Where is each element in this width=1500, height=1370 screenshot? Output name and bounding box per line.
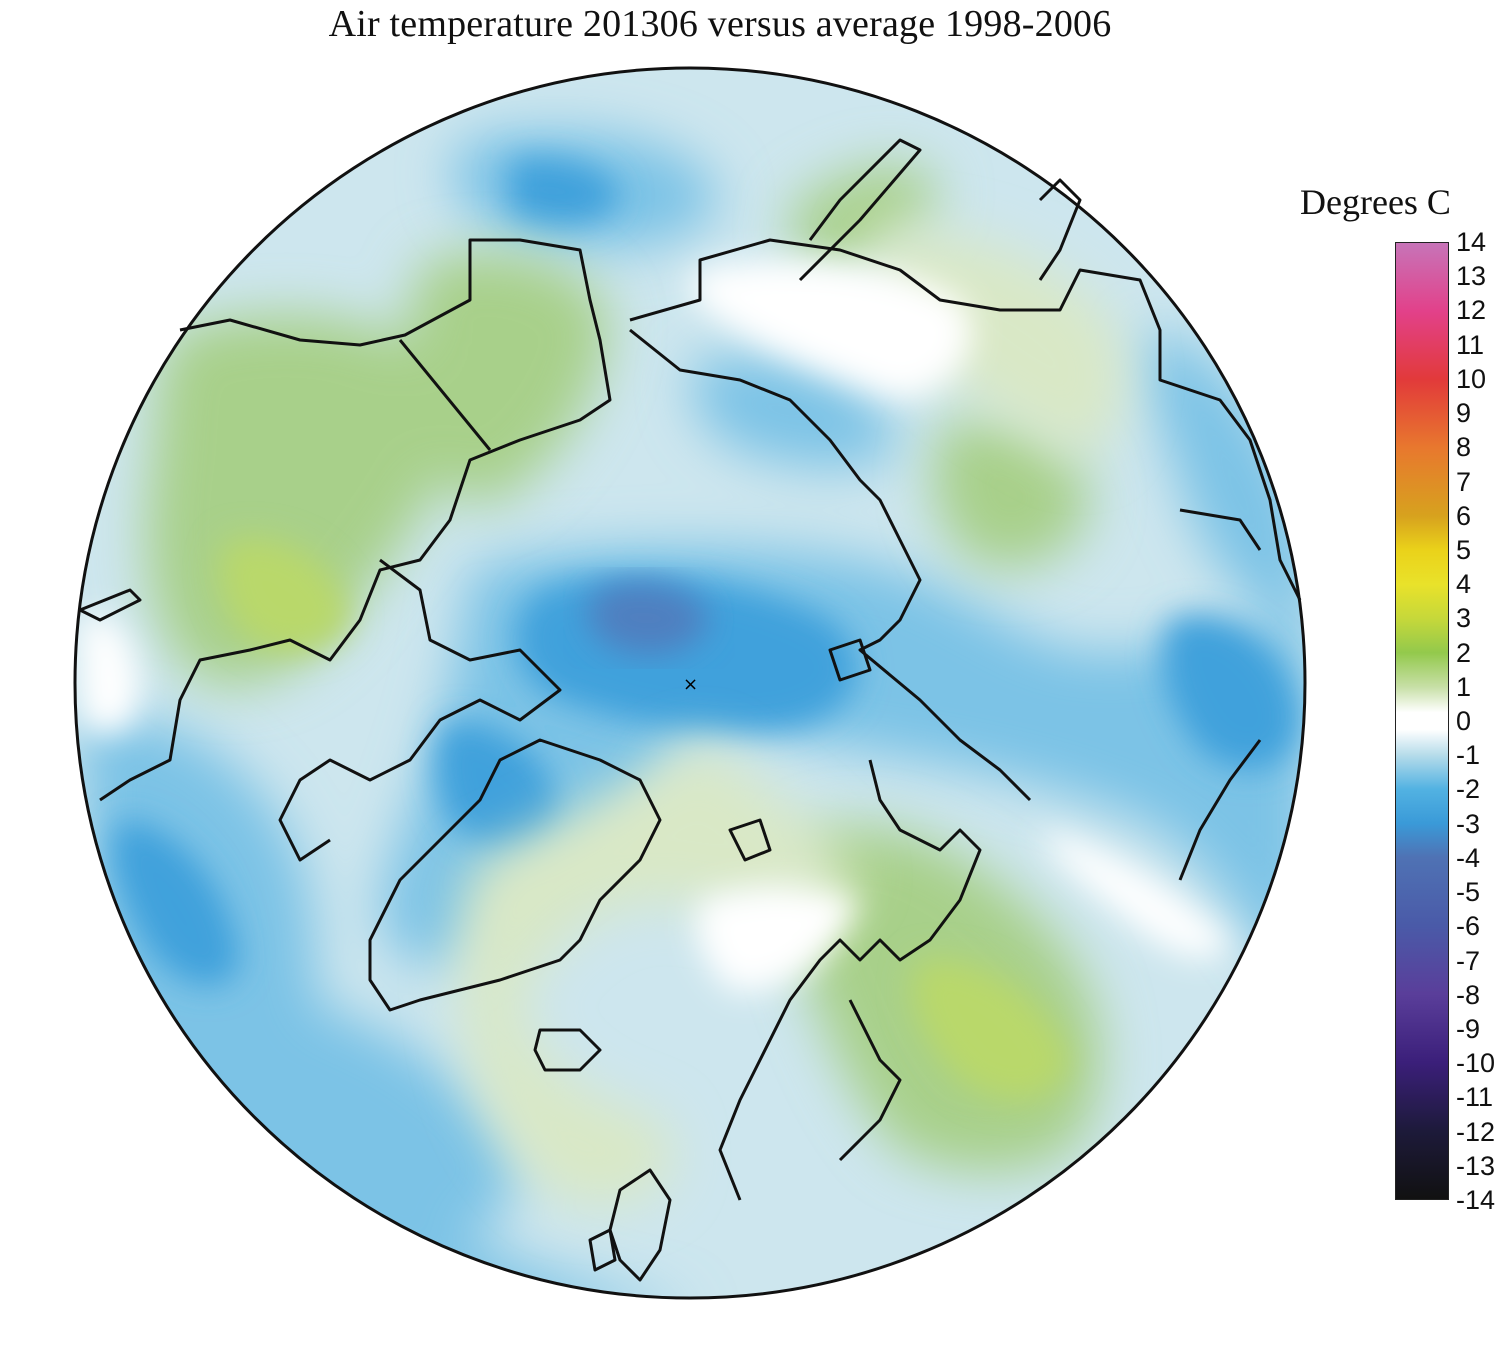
coast-asia-east (629, 238, 1302, 601)
strong-positive-anomaly-region (912, 958, 1070, 1101)
polar-map: × (73, 66, 1307, 1300)
colorbar-tick-label: -9 (1456, 1013, 1481, 1044)
minimum-anomaly-region (587, 581, 710, 655)
strong-negative-anomaly-region (510, 157, 620, 224)
positive-anomaly-region (932, 418, 1090, 568)
colorbar-tick-label: -1 (1456, 740, 1481, 771)
colorbar-tick-label: 11 (1456, 329, 1485, 360)
colorbar-tick-label: -8 (1456, 979, 1481, 1010)
coast-scandinavia (718, 759, 982, 1201)
anomaly-min (587, 581, 710, 655)
colorbar-tick-label: 13 (1456, 261, 1487, 292)
colorbar-tick-label: -5 (1456, 877, 1481, 908)
near-zero-anomaly-region (696, 885, 860, 992)
colorbar-tick-label: 6 (1456, 500, 1472, 531)
kamchatka (798, 138, 922, 282)
colorbar-tick-label: -11 (1456, 1082, 1494, 1113)
canadian-archipelago (278, 558, 562, 862)
strong-negative-anomaly-region (111, 820, 240, 986)
coast-north-america (99, 238, 612, 802)
strong-positive-anomaly-region (219, 538, 350, 652)
north-pole-marker: × (683, 674, 698, 695)
map-svg: × (73, 66, 1307, 1300)
anomaly-zero-bands (80, 260, 1230, 992)
colorbar-tick-label: 8 (1456, 432, 1472, 463)
colorbar-tick-label: -7 (1456, 945, 1481, 976)
colorbar-tick-label: -4 (1456, 842, 1481, 873)
coast-siberia (629, 328, 1032, 802)
new-siberian-islands (828, 638, 872, 682)
near-zero-anomaly-region (80, 614, 140, 734)
anomaly-strong-pos (219, 538, 1070, 1101)
strong-negative-anomaly-region (1161, 614, 1300, 770)
colorbar-tick-label: -14 (1456, 1185, 1496, 1215)
colorbar-tick-label: 9 (1456, 398, 1472, 429)
colorbar-tick-label: 14 (1456, 227, 1487, 257)
coastlines (78, 138, 1302, 1282)
colorbar-tick-label: -3 (1456, 808, 1481, 839)
positive-anomaly-region (789, 164, 940, 272)
aleutian-west (78, 588, 142, 622)
colorbar-tick-label: 3 (1456, 603, 1472, 634)
coast-central-asia (1178, 739, 1262, 881)
colorbar-tick-label: 12 (1456, 295, 1487, 326)
negative-anomaly-region (300, 1000, 520, 1237)
colorbar-tick-label: 5 (1456, 534, 1472, 565)
ireland (588, 1228, 617, 1272)
iceland (533, 1028, 602, 1072)
positive-anomaly-region (410, 252, 610, 505)
strong-negative-anomaly-region (435, 720, 560, 850)
okhotsk-coast (1179, 508, 1262, 551)
colorbar (1395, 242, 1449, 1200)
near-zero-anomaly-region (689, 260, 972, 400)
near-zero-anomaly-region (1040, 830, 1230, 959)
colorbar-tick-label: -13 (1456, 1150, 1496, 1181)
colorbar-tick-label: 7 (1456, 466, 1472, 497)
colorbar-tick-label: -10 (1456, 1048, 1496, 1079)
border-alaska-canada (398, 339, 492, 451)
map-boundary-circle (73, 66, 1307, 1300)
colorbar-tick-label: -12 (1456, 1116, 1496, 1147)
negative-anomaly-region (1143, 330, 1305, 640)
greenland (368, 738, 662, 1012)
weak-positive-anomaly-region (460, 740, 860, 1206)
colorbar-tick-label: -2 (1456, 774, 1481, 805)
colorbar-tick-label: -6 (1456, 911, 1481, 942)
colorbar-tick-label: 2 (1456, 637, 1472, 668)
baltic (838, 999, 902, 1162)
legend-title: Degrees C (1300, 182, 1451, 222)
colorbar-tick-label: 10 (1456, 363, 1487, 394)
colorbar-tick-label: 4 (1456, 569, 1472, 600)
colorbar-tick-label: 0 (1456, 706, 1472, 736)
chart-title: Air temperature 201306 versus average 19… (328, 3, 1112, 45)
svalbard (728, 818, 772, 862)
colorbar-tick-label: 1 (1456, 671, 1472, 702)
